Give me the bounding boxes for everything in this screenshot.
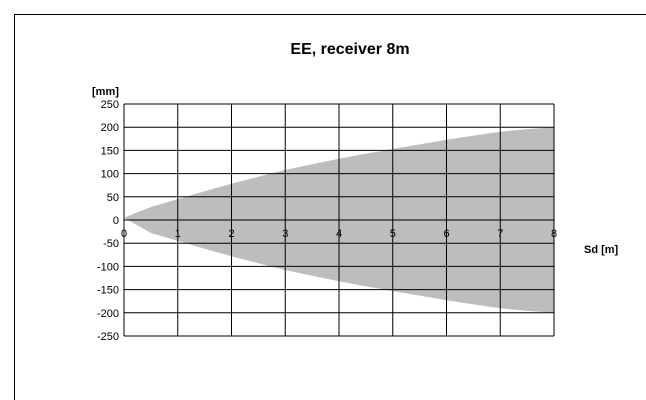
grid-layer [123, 103, 555, 337]
y-axis-label: [mm] [92, 86, 119, 98]
x-tick-label: 5 [390, 228, 396, 240]
y-tick-label: -200 [97, 308, 119, 320]
x-axis-label: Sd [m] [584, 244, 619, 256]
y-tick-label: -100 [97, 261, 119, 273]
y-tick-label: -150 [97, 285, 119, 297]
x-tick-label: 8 [551, 228, 557, 240]
x-tick-label: 1 [175, 228, 181, 240]
y-tick-label: -50 [103, 238, 119, 250]
y-tick-label: 50 [107, 192, 119, 204]
x-tick-label: 4 [336, 228, 342, 240]
y-tick-label: 200 [101, 122, 119, 134]
y-tick-label: -250 [97, 331, 119, 343]
x-tick-label: 7 [497, 228, 503, 240]
x-tick-label: 0 [121, 228, 127, 240]
y-tick-label: 150 [101, 145, 119, 157]
y-tick-label: 250 [101, 99, 119, 111]
x-tick-label: 2 [228, 228, 234, 240]
x-tick-label: 6 [443, 228, 449, 240]
chart-title: EE, receiver 8m [290, 41, 409, 58]
y-tick-label: 0 [113, 215, 119, 227]
x-tick-label: 3 [282, 228, 288, 240]
y-tick-label: 100 [101, 169, 119, 181]
chart-frame [14, 14, 646, 400]
